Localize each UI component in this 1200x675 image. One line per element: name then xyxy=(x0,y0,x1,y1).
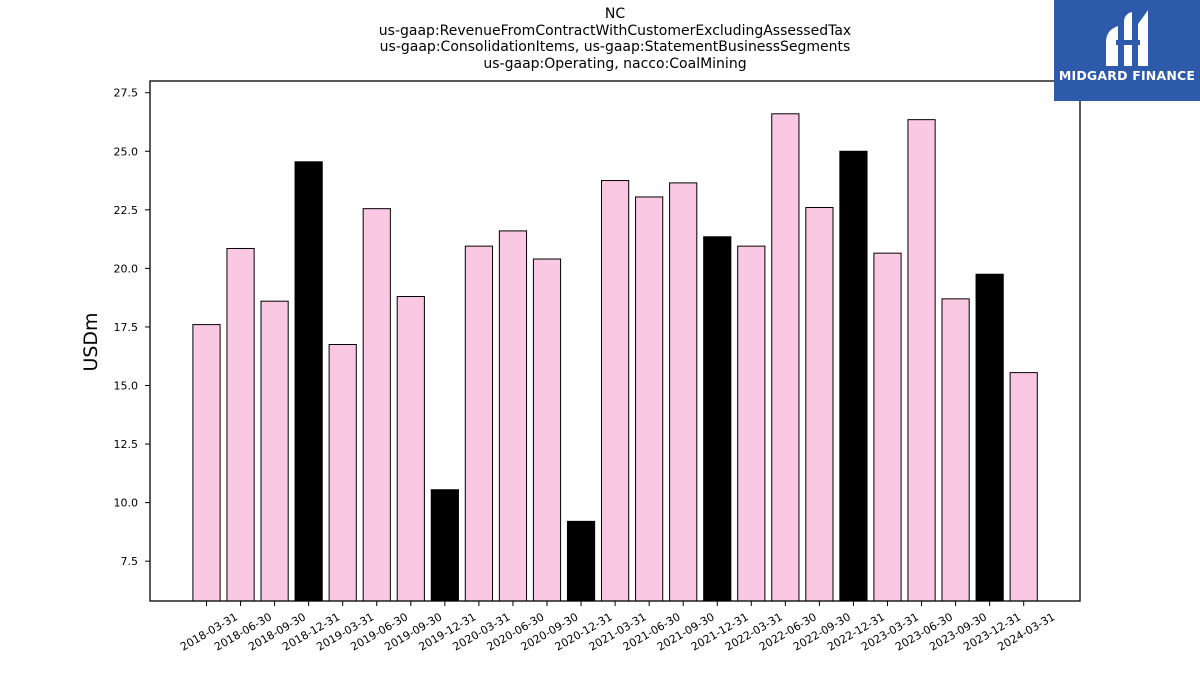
y-tick-label: 10.0 xyxy=(114,497,139,510)
x-axis: 2018-03-312018-06-302018-09-302018-12-31… xyxy=(178,601,1057,654)
bar-2019-06-30 xyxy=(362,208,391,602)
bar-2019-12-31 xyxy=(430,489,459,602)
bar-2020-09-30 xyxy=(532,258,562,602)
y-tick-label: 27.5 xyxy=(114,87,139,100)
bar-2022-03-31 xyxy=(737,245,766,602)
bar-2018-06-30 xyxy=(226,247,255,602)
title-line-axes: us-gaap:ConsolidationItems, us-gaap:Stat… xyxy=(379,39,851,55)
y-tick-label: 22.5 xyxy=(114,204,139,217)
title-line-members: us-gaap:Operating, nacco:CoalMining xyxy=(483,55,747,72)
bars-group xyxy=(192,113,1038,602)
y-axis-label: USDm xyxy=(80,312,102,371)
bar-2023-12-31 xyxy=(975,273,1004,602)
y-tick-label: 20.0 xyxy=(114,262,139,275)
bar-2023-09-30 xyxy=(941,298,970,602)
bar-2018-12-31 xyxy=(294,161,323,602)
title-line-ticker: NC xyxy=(604,6,626,22)
y-tick-label: 15.0 xyxy=(114,380,139,393)
bar-2020-03-31 xyxy=(464,245,493,602)
midgard-finance-logo: MIDGARD FINANCE xyxy=(1054,0,1200,101)
bar-2023-06-30 xyxy=(907,119,936,602)
y-axis: 7.5 10.0 12.5 15.0 17.5 20.0 22.5 25.0 27.5 xyxy=(114,87,150,568)
bar-2021-09-30 xyxy=(669,182,698,602)
bar-2022-12-31 xyxy=(839,150,868,602)
y-tick-label: 7.5 xyxy=(121,555,139,568)
bar-2019-09-30 xyxy=(396,296,425,602)
bar-2019-03-31 xyxy=(328,344,357,602)
bar-2021-03-31 xyxy=(601,180,630,602)
bar-2021-06-30 xyxy=(635,196,664,602)
logo-mark-icon xyxy=(1106,10,1148,66)
bar-2020-12-31 xyxy=(566,520,596,602)
bar-2018-09-30 xyxy=(260,300,289,602)
bar-2024-03-31 xyxy=(1009,372,1038,602)
bar-2023-03-31 xyxy=(873,252,902,602)
bar-2020-06-30 xyxy=(498,230,528,602)
title-line-concept: us-gaap:RevenueFromContractWithCustomerE… xyxy=(378,22,852,39)
logo-text: MIDGARD FINANCE xyxy=(1058,68,1196,83)
bar-2022-09-30 xyxy=(805,206,834,602)
y-tick-label: 12.5 xyxy=(114,438,139,451)
bar-2022-06-30 xyxy=(771,113,800,602)
bar-2021-12-31 xyxy=(703,236,732,602)
y-tick-label: 17.5 xyxy=(114,321,139,334)
y-tick-label: 25.0 xyxy=(114,145,139,158)
bar-2018-03-31 xyxy=(192,324,221,602)
chart-title: NC us-gaap:RevenueFromContractWithCustom… xyxy=(0,6,1200,72)
